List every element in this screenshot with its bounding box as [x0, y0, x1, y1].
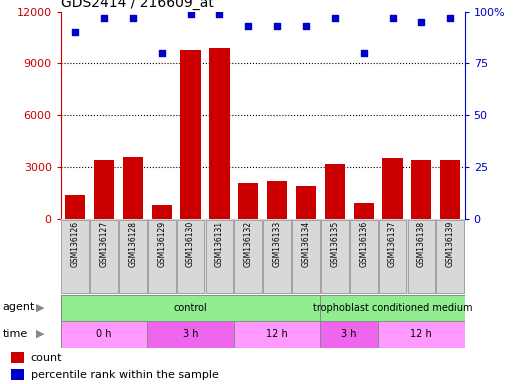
Bar: [320, 295, 465, 321]
Text: time: time: [3, 329, 28, 339]
Bar: [440, 160, 460, 219]
Text: count: count: [31, 353, 62, 362]
Text: control: control: [174, 303, 208, 313]
Point: [215, 10, 224, 17]
Point: [417, 19, 426, 25]
Text: 12 h: 12 h: [266, 329, 288, 339]
Text: GDS2414 / 216609_at: GDS2414 / 216609_at: [61, 0, 214, 10]
FancyBboxPatch shape: [148, 220, 175, 293]
Bar: [296, 186, 316, 219]
Text: ▶: ▶: [36, 329, 44, 339]
Bar: [147, 321, 234, 348]
Text: ▶: ▶: [36, 302, 44, 312]
Bar: [234, 321, 320, 348]
FancyBboxPatch shape: [292, 220, 320, 293]
Bar: [378, 321, 465, 348]
Text: GSM136130: GSM136130: [186, 221, 195, 267]
Bar: [11, 369, 24, 381]
Bar: [267, 181, 287, 219]
Bar: [354, 204, 374, 219]
Point: [360, 50, 368, 56]
Bar: [61, 321, 147, 348]
Text: 12 h: 12 h: [410, 329, 432, 339]
Point: [186, 10, 195, 17]
Point: [71, 29, 79, 35]
Text: GSM136132: GSM136132: [244, 221, 253, 267]
FancyBboxPatch shape: [177, 220, 204, 293]
Text: GSM136134: GSM136134: [301, 221, 310, 267]
Text: 3 h: 3 h: [183, 329, 199, 339]
Text: GSM136136: GSM136136: [359, 221, 368, 267]
Point: [331, 15, 339, 21]
Text: agent: agent: [3, 302, 35, 312]
Bar: [65, 195, 85, 219]
Bar: [152, 205, 172, 219]
Point: [244, 23, 252, 29]
Text: GSM136129: GSM136129: [157, 221, 166, 267]
FancyBboxPatch shape: [436, 220, 464, 293]
FancyBboxPatch shape: [61, 220, 89, 293]
Bar: [238, 183, 258, 219]
Point: [157, 50, 166, 56]
FancyBboxPatch shape: [379, 220, 407, 293]
Text: GSM136131: GSM136131: [215, 221, 224, 267]
FancyBboxPatch shape: [90, 220, 118, 293]
Text: percentile rank within the sample: percentile rank within the sample: [31, 370, 219, 380]
Bar: [181, 50, 201, 219]
Bar: [94, 160, 114, 219]
Text: GSM136139: GSM136139: [446, 221, 455, 267]
FancyBboxPatch shape: [119, 220, 147, 293]
Point: [273, 23, 281, 29]
Text: GSM136127: GSM136127: [99, 221, 108, 267]
FancyBboxPatch shape: [350, 220, 378, 293]
Bar: [209, 48, 230, 219]
FancyBboxPatch shape: [321, 220, 348, 293]
FancyBboxPatch shape: [263, 220, 291, 293]
Bar: [411, 160, 431, 219]
Text: trophoblast conditioned medium: trophoblast conditioned medium: [313, 303, 472, 313]
Bar: [382, 158, 403, 219]
FancyBboxPatch shape: [234, 220, 262, 293]
Text: GSM136137: GSM136137: [388, 221, 397, 267]
Bar: [122, 157, 143, 219]
Text: GSM136138: GSM136138: [417, 221, 426, 267]
Text: GSM136128: GSM136128: [128, 221, 137, 267]
Bar: [61, 295, 320, 321]
Point: [100, 15, 108, 21]
Point: [446, 15, 455, 21]
Text: GSM136126: GSM136126: [71, 221, 80, 267]
Text: GSM136133: GSM136133: [272, 221, 281, 267]
Point: [301, 23, 310, 29]
Point: [388, 15, 397, 21]
Text: GSM136135: GSM136135: [331, 221, 340, 267]
Bar: [320, 321, 378, 348]
FancyBboxPatch shape: [408, 220, 435, 293]
Text: 3 h: 3 h: [342, 329, 357, 339]
Text: 0 h: 0 h: [96, 329, 112, 339]
Bar: [11, 352, 24, 363]
Bar: [325, 164, 345, 219]
FancyBboxPatch shape: [205, 220, 233, 293]
Point: [129, 15, 137, 21]
